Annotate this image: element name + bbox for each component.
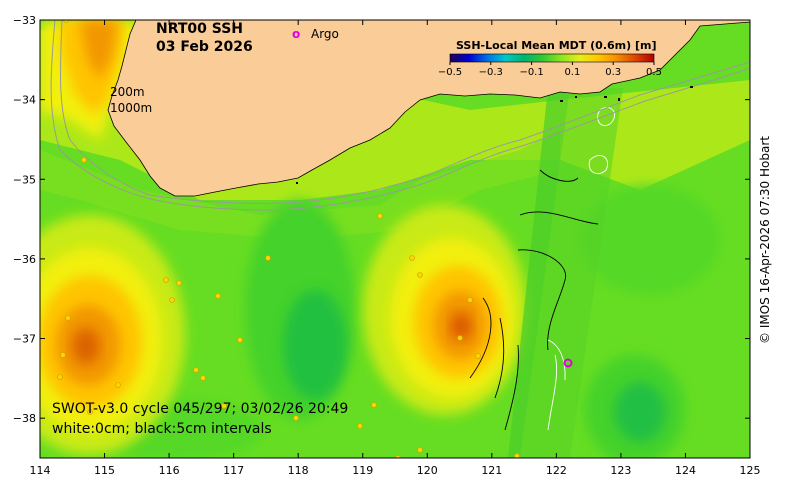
drifter-dots [57,20,520,458]
colorbar-tick-label: 0.1 [564,67,580,78]
land-mass [107,20,750,197]
colorbar-ramp [449,53,655,63]
swot-contours-black [469,169,599,431]
map-frame [39,19,751,459]
bathymetry-label-1000m: 1000m [110,101,152,115]
map-plot-area [40,20,750,458]
swot-info-line1: SWOT-v3.0 cycle 045/297; 03/02/26 20:49 [52,401,348,417]
x-tick-label: 123 [610,464,631,477]
x-tick-label: 119 [352,464,373,477]
x-tick-label: 115 [94,464,115,477]
x-tick-label: 114 [30,464,51,477]
map-title-line2: 03 Feb 2026 [156,39,253,55]
x-tick-label: 118 [288,464,309,477]
colorbar-title: SSH-Local Mean MDT (0.6m) [m] [456,39,656,52]
islands [296,86,693,184]
y-axis: −33 −34 −35 −36 −37 −38 [13,14,750,425]
x-tick-label: 122 [546,464,567,477]
colorbar-tick-label: 0.5 [646,67,662,78]
y-tick-label: −35 [13,173,36,186]
colorbar-tick-label: 0.3 [605,67,621,78]
y-tick-label: −37 [13,333,36,346]
bathymetry-label-200m: 200m [110,85,145,99]
x-tick-label: 117 [223,464,244,477]
y-tick-label: −38 [13,412,36,425]
y-tick-label: −36 [13,253,36,266]
map-title-line1: NRT00 SSH [156,21,243,37]
bathymetry-contours [50,20,750,211]
colorbar-ticks: −0.5 −0.3 −0.1 0.1 0.3 0.5 [438,62,662,78]
colorbar-tick-label: −0.3 [479,67,503,78]
colorbar: SSH-Local Mean MDT (0.6m) [m] −0.5 −0.3 −0… [438,39,662,78]
x-axis: 114 115 116 117 118 119 120 121 122 123 124 125 [30,20,761,477]
argo-legend-symbol: o [292,27,300,41]
argo-float-marker [563,358,573,368]
x-tick-label: 121 [481,464,502,477]
x-tick-label: 116 [159,464,180,477]
swot-info-line2: white:0cm; black:5cm intervals [52,421,272,437]
x-tick-label: 120 [417,464,438,477]
x-tick-label: 124 [675,464,696,477]
swot-contours-white [547,107,615,431]
y-tick-label: −33 [13,14,36,27]
colorbar-tick-label: −0.5 [438,67,462,78]
x-tick-label: 125 [740,464,761,477]
colorbar-tick-label: −0.1 [519,67,543,78]
y-tick-label: −34 [13,94,36,107]
imos-credit-text: © IMOS 16-Apr-2026 07:30 Hobart [758,136,772,344]
argo-legend-label: Argo [311,27,339,41]
